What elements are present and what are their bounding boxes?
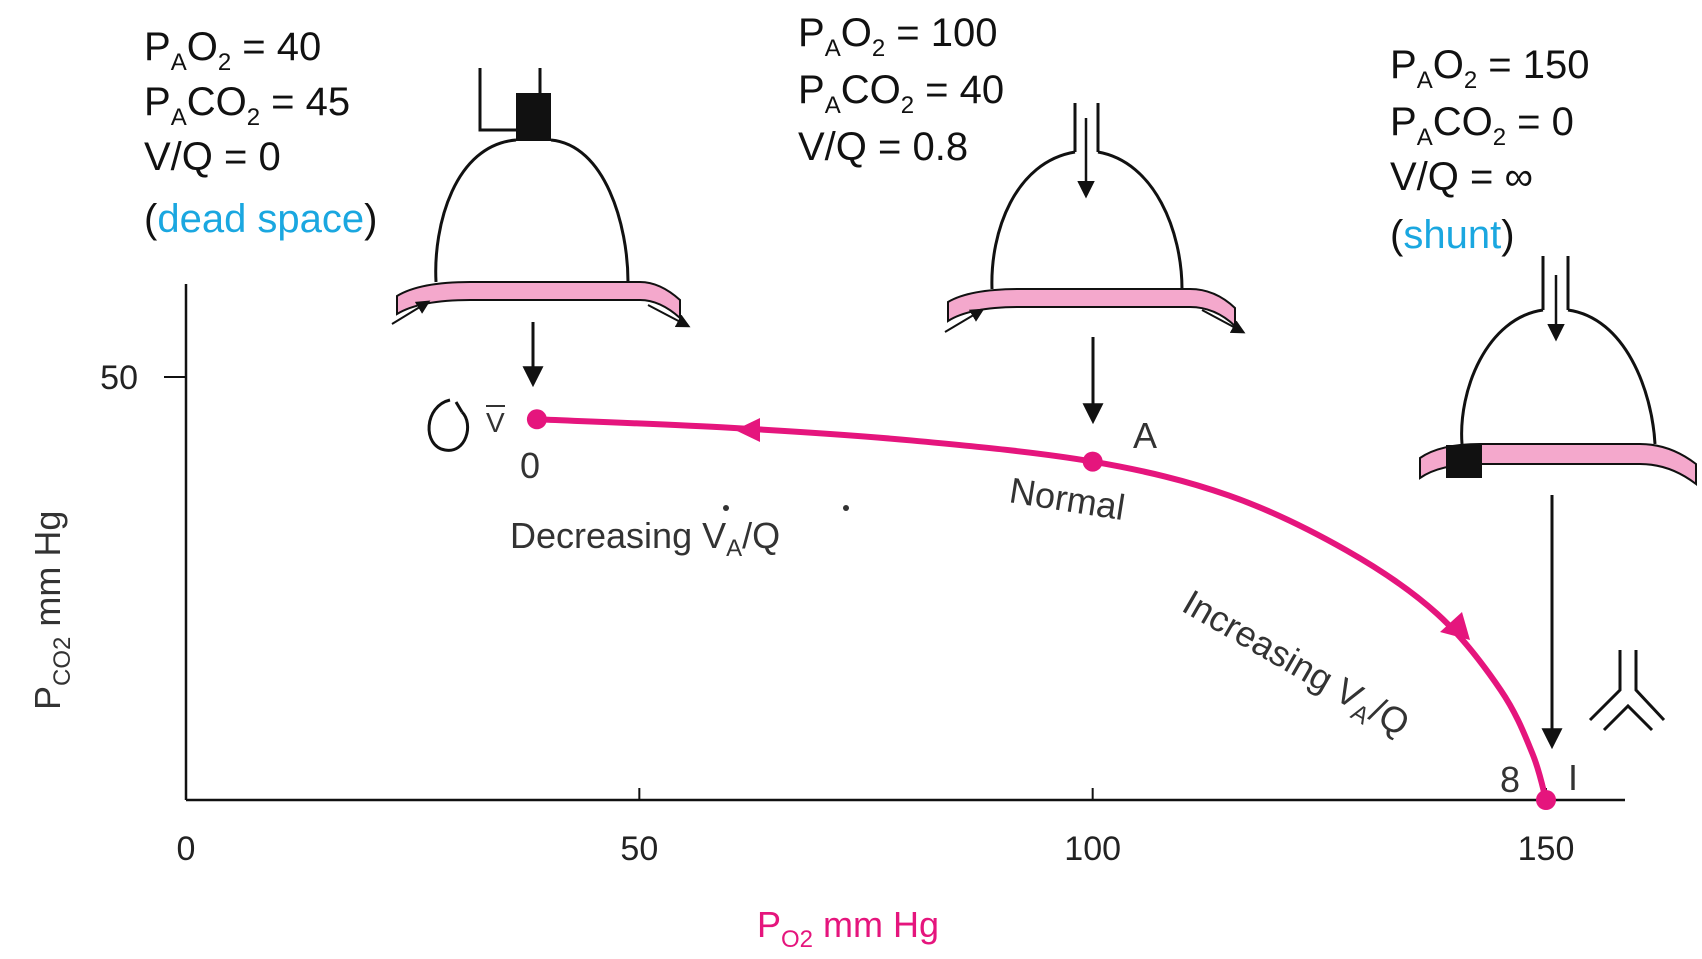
va-q-curve: [533, 416, 1549, 803]
decreasing-dot-v: [723, 505, 729, 511]
v-bar-label: V: [486, 407, 505, 438]
left-pao2-label: PAO2 = 40: [144, 25, 321, 76]
center-panel-text: PAO2 = 100 PACO2 = 40 V/Q = 0.8: [798, 11, 1004, 169]
curve-point-i: [1536, 790, 1556, 810]
alveolus-normal-icon: [944, 103, 1246, 425]
curve-point-a: [1082, 451, 1103, 472]
left-paco2-label: PACO2 = 45: [144, 80, 350, 131]
curve-arrow-left-icon: [735, 418, 760, 442]
x-axis-label: PO2 mm Hg: [757, 904, 939, 953]
right-paco2-label: PACO2 = 0: [1390, 100, 1574, 151]
point-i-label: I: [1568, 757, 1578, 798]
center-pao2-label: PAO2 = 100: [798, 11, 998, 62]
x-tick-label: 50: [620, 830, 658, 868]
recirculation-icon: [427, 398, 470, 452]
x-tick-label: 100: [1064, 830, 1121, 868]
x-tick-label: 150: [1518, 830, 1575, 868]
center-paco2-label: PACO2 = 40: [798, 68, 1004, 119]
alveolus-shunt-icon: [1419, 256, 1697, 750]
right-pao2-label: PAO2 = 150: [1390, 43, 1590, 94]
axes: 0 50 100 150 50: [100, 284, 1625, 868]
right-vq-label: V/Q = ∞: [1390, 155, 1533, 199]
x-tick-label: 0: [177, 830, 196, 868]
increasing-label: Increasing VA/Q: [1173, 581, 1417, 749]
normal-label: Normal: [1007, 469, 1128, 528]
y-axis-label: PCO2 mm Hg: [27, 511, 76, 710]
point-a-label: A: [1133, 415, 1157, 456]
y-tick-label: 50: [100, 359, 138, 397]
curve-point-0: [526, 409, 547, 430]
infinity-label: 8: [1500, 759, 1520, 800]
left-note: (dead space): [144, 197, 378, 241]
airway-icon: [1588, 650, 1666, 732]
right-note: (shunt): [1390, 213, 1515, 257]
center-vq-label: V/Q = 0.8: [798, 125, 968, 169]
zero-label: 0: [520, 445, 540, 486]
alveolus-dead-space-icon: [391, 68, 691, 388]
decreasing-label: Decreasing VA/Q: [510, 515, 780, 562]
right-panel-text: PAO2 = 150 PACO2 = 0 V/Q = ∞ (shunt): [1390, 43, 1590, 257]
left-vq-label: V/Q = 0: [144, 135, 281, 179]
curve-arrow-down-icon: [1440, 612, 1470, 640]
left-panel-text: PAO2 = 40 PACO2 = 45 V/Q = 0 (dead space…: [144, 25, 378, 241]
decreasing-dot-q: [843, 505, 849, 511]
